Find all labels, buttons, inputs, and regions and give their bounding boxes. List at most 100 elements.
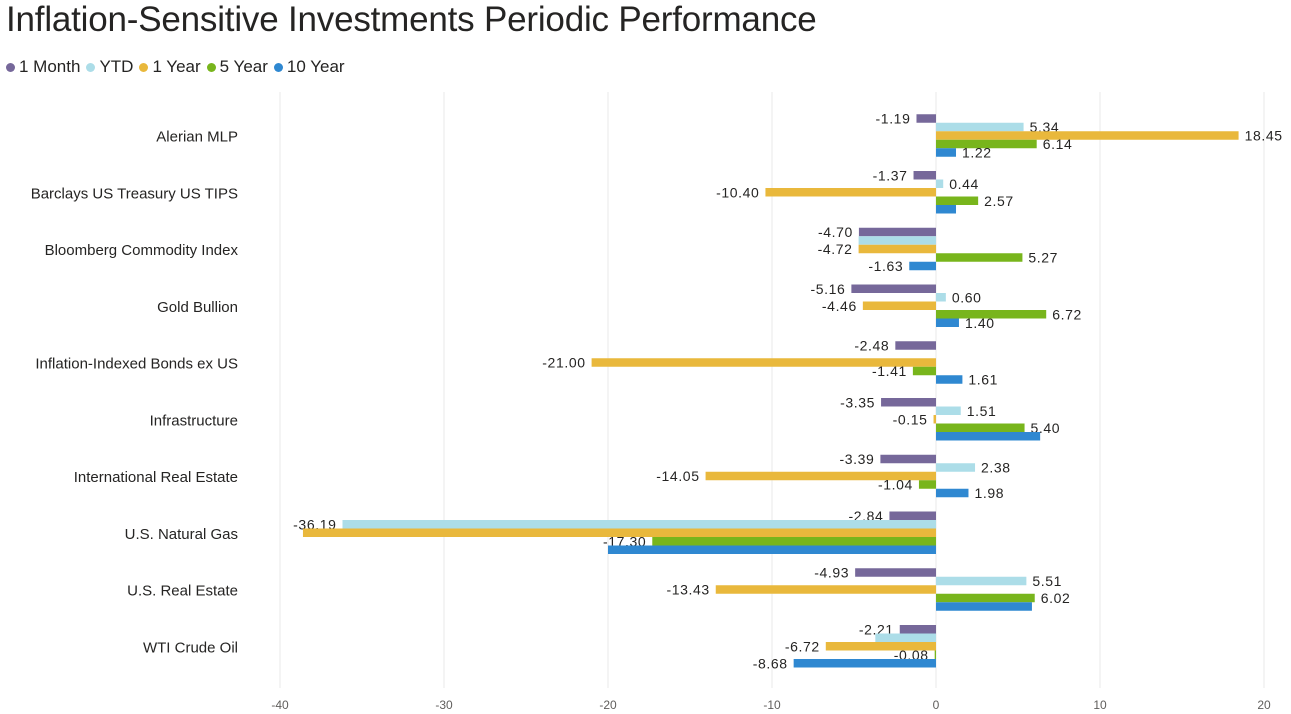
data-label: -5.16 xyxy=(810,281,845,297)
bar xyxy=(936,148,957,157)
bar xyxy=(881,398,936,407)
data-label: 1.98 xyxy=(974,485,1004,501)
legend-label: 5 Year xyxy=(219,57,268,76)
bar xyxy=(936,139,1037,149)
bar xyxy=(895,341,936,350)
data-label: -1.63 xyxy=(868,258,903,274)
legend-item-4[interactable]: 10 Year xyxy=(273,57,345,77)
bar xyxy=(715,585,936,594)
data-label: -10.40 xyxy=(716,184,759,200)
bar xyxy=(936,488,969,498)
bar xyxy=(936,196,979,205)
bar xyxy=(342,520,936,529)
data-label: -0.08 xyxy=(894,647,929,663)
data-label: 5.51 xyxy=(1032,573,1062,589)
bar xyxy=(851,284,936,293)
data-label: 1.51 xyxy=(967,403,997,419)
bar xyxy=(855,568,936,577)
data-label: 5.40 xyxy=(1031,420,1061,436)
data-label: -0.15 xyxy=(893,411,928,427)
category-label: U.S. Real Estate xyxy=(127,583,238,600)
legend-label: 10 Year xyxy=(286,57,345,76)
legend-marker-icon xyxy=(206,62,216,72)
bar xyxy=(591,358,936,367)
data-label: -36.19 xyxy=(293,516,336,532)
data-label: 1.22 xyxy=(962,145,992,161)
bar xyxy=(765,188,936,197)
bar xyxy=(936,293,946,302)
bar xyxy=(936,602,1032,611)
data-label: -13.43 xyxy=(666,582,709,598)
bar xyxy=(608,545,936,554)
x-tick-label: 10 xyxy=(1093,698,1107,712)
bar xyxy=(858,236,936,245)
data-label: 6.14 xyxy=(1043,136,1073,152)
bar xyxy=(936,122,1024,132)
data-label: -1.41 xyxy=(872,363,907,379)
data-label: -4.46 xyxy=(822,298,857,314)
category-label: WTI Crude Oil xyxy=(143,639,238,656)
data-label: -4.70 xyxy=(818,224,853,240)
bar xyxy=(899,625,936,634)
bar xyxy=(936,205,957,214)
bar xyxy=(880,454,936,464)
bar xyxy=(858,244,936,254)
bar xyxy=(875,633,936,642)
bar xyxy=(936,179,944,188)
category-label: Infrastructure xyxy=(150,412,238,429)
bar xyxy=(936,423,1025,432)
x-tick-label: -10 xyxy=(763,698,781,712)
legend-item-0[interactable]: 1 Month xyxy=(6,57,80,77)
legend-item-3[interactable]: 5 Year xyxy=(206,57,268,77)
chart-title: Inflation-Sensitive Investments Periodic… xyxy=(6,0,817,39)
data-label: 0.44 xyxy=(949,176,979,192)
legend-marker-icon xyxy=(6,62,15,72)
bar xyxy=(909,261,936,271)
data-label: 2.57 xyxy=(984,193,1014,209)
bar xyxy=(936,406,961,415)
data-label: 6.72 xyxy=(1052,306,1082,322)
category-label: U.S. Natural Gas xyxy=(125,526,238,543)
legend-item-2[interactable]: 1 Year xyxy=(139,57,201,77)
bar xyxy=(936,318,959,327)
category-label: Gold Bullion xyxy=(157,299,238,316)
bar xyxy=(936,310,1047,319)
data-label: 5.34 xyxy=(1030,119,1060,135)
data-label: -4.93 xyxy=(814,565,849,581)
legend-item-1[interactable]: YTD xyxy=(86,57,133,77)
data-label: -2.48 xyxy=(854,338,889,354)
data-label: -6.72 xyxy=(785,638,820,654)
x-tick-label: 20 xyxy=(1257,698,1271,712)
data-label: -8.68 xyxy=(753,655,788,671)
data-label: 5.27 xyxy=(1028,250,1058,266)
bar xyxy=(913,171,936,180)
bar xyxy=(936,463,976,472)
data-label: -17.30 xyxy=(603,533,646,549)
bar xyxy=(302,528,937,537)
chart-legend: 1 Month YTD 1 Year 5 Year 10 Year xyxy=(6,56,351,78)
bar xyxy=(936,375,963,384)
bar xyxy=(936,593,1035,603)
data-label: 1.61 xyxy=(968,372,998,388)
bar xyxy=(936,131,1239,140)
bar xyxy=(933,415,936,424)
data-label: -4.72 xyxy=(818,241,853,257)
bar xyxy=(936,432,1041,441)
data-label: -3.39 xyxy=(839,451,874,467)
category-label: Inflation-Indexed Bonds ex US xyxy=(35,356,238,373)
legend-marker-icon xyxy=(273,62,283,72)
legend-label: YTD xyxy=(99,57,134,76)
data-label: 0.60 xyxy=(952,289,982,305)
data-label: 2.38 xyxy=(981,460,1011,476)
bar xyxy=(705,471,936,481)
x-tick-label: -40 xyxy=(271,698,289,712)
data-label: -2.21 xyxy=(859,621,894,637)
bar xyxy=(793,659,936,668)
bar xyxy=(936,576,1027,586)
x-tick-label: -20 xyxy=(599,698,617,712)
data-label: -2.84 xyxy=(849,508,884,524)
bar xyxy=(862,301,936,310)
legend-marker-icon xyxy=(139,62,149,72)
legend-label: 1 Year xyxy=(152,57,201,76)
